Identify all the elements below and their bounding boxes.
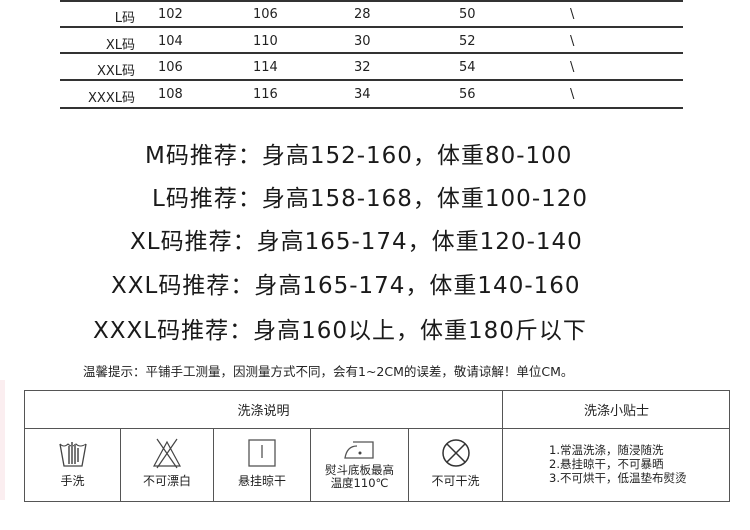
wash-item: 不可漂白 — [121, 428, 214, 502]
wash-item: 熨斗底板最高温度110℃ — [311, 428, 409, 502]
size-label: XXL码 — [96, 64, 135, 79]
size-row: L码 102 106 28 50 \ — [60, 1, 683, 27]
recommendation-m: M码推荐：身高152-160，体重80-100 — [145, 143, 573, 169]
wash-item: 不可干洗 — [409, 428, 503, 502]
measurement-note: 温馨提示：平铺手工测量，因测量方式不同，会有1~2CM的误差，敬请谅解！单位CM… — [83, 364, 574, 379]
hang-dry-icon — [248, 439, 276, 467]
tip: 3.不可烘干，低温垫布熨烫 — [549, 471, 687, 485]
size-label: XXXL码 — [88, 91, 135, 106]
size-value: 108 — [158, 87, 183, 102]
size-value: 32 — [354, 60, 371, 75]
table-line — [60, 0, 683, 2]
size-value: 56 — [459, 87, 476, 102]
recommendation-xl: XL码推荐：身高165-174，体重120-140 — [130, 229, 583, 255]
size-value: 28 — [354, 7, 371, 22]
no-bleach-icon — [152, 438, 182, 469]
wash-item-label: 手洗 — [60, 474, 85, 488]
iron-icon — [343, 441, 374, 459]
size-value: 116 — [253, 87, 278, 102]
table-line — [60, 107, 683, 109]
table-line — [60, 79, 683, 81]
size-value: 34 — [354, 87, 371, 102]
wash-item-label: 熨斗底板最高温度110℃ — [325, 463, 394, 490]
hand-wash-icon — [58, 442, 87, 467]
size-value: 102 — [158, 7, 183, 22]
recommendation-l: L码推荐：身高158-168，体重100-120 — [152, 186, 589, 212]
table-line — [60, 26, 683, 28]
washing-table: 洗涤说明 洗涤小贴士 手洗 不可漂白 悬挂晾干 熨斗底板最高温度110℃ 不可干… — [24, 390, 730, 502]
size-value: \ — [570, 34, 575, 49]
table-line — [60, 52, 683, 54]
no-dry-clean-icon — [441, 439, 470, 467]
size-value: 54 — [459, 60, 476, 75]
size-row: XXL码 106 114 32 54 \ — [60, 54, 683, 80]
size-value: 104 — [158, 34, 183, 49]
size-value: 30 — [354, 34, 371, 49]
size-value: 50 — [459, 7, 476, 22]
tip: 1.常温洗涤，随浸随洗 — [549, 443, 664, 457]
size-value: \ — [570, 7, 575, 22]
size-value: 114 — [253, 60, 278, 75]
wash-item-label: 不可干洗 — [431, 474, 480, 488]
size-value: 106 — [253, 7, 278, 22]
size-value: 110 — [253, 34, 278, 49]
size-value: 106 — [158, 60, 183, 75]
wash-item: 悬挂晾干 — [214, 428, 311, 502]
size-label: L码 — [114, 11, 135, 26]
size-value: \ — [570, 87, 575, 102]
size-row: XL码 104 110 30 52 \ — [60, 28, 683, 54]
size-label: XL码 — [105, 38, 135, 53]
recommendation-xxxl: XXXL码推荐：身高160以上，体重180斤以下 — [93, 318, 587, 344]
wash-item-label: 悬挂晾干 — [237, 474, 286, 488]
wash-item: 手洗 — [25, 428, 121, 502]
size-value: 52 — [459, 34, 476, 49]
tips-title: 洗涤小贴士 — [503, 391, 730, 429]
recommendation-xxl: XXL码推荐：身高165-174，体重140-160 — [111, 273, 581, 299]
left-edge-decoration — [0, 380, 5, 500]
washing-tips: 1.常温洗涤，随浸随洗 2.悬挂晾干，不可暴晒 3.不可烘干，低温垫布熨烫 — [503, 428, 730, 502]
size-value: \ — [570, 60, 575, 75]
tip: 2.悬挂晾干，不可暴晒 — [549, 457, 664, 471]
washing-title: 洗涤说明 — [25, 391, 503, 429]
size-row: XXXL码 108 116 34 56 \ — [60, 81, 683, 107]
wash-item-label: 不可漂白 — [142, 474, 191, 488]
